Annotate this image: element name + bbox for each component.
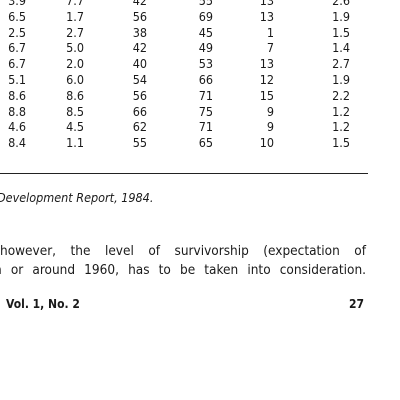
table-cell: 2.5: [8, 25, 26, 40]
table-cell: 2.2: [332, 88, 350, 103]
table-cell: 13: [260, 56, 274, 71]
table-cell: 53: [199, 56, 213, 71]
table-cell: 9: [267, 104, 274, 119]
table-cell: 8.4: [8, 135, 26, 150]
table-row: 6.5 1.7 56 69 13 1.9: [0, 9, 400, 24]
table-cell: 10: [260, 135, 274, 150]
table-cell: 42: [133, 0, 147, 8]
table-cell: 56: [133, 88, 147, 103]
table-row: 5.1 6.0 54 66 12 1.9: [0, 72, 400, 87]
table-cell: 6.7: [8, 40, 26, 55]
table-cell: 40: [133, 56, 147, 71]
table-row: 3.9 7.7 42 55 13 2.6: [0, 0, 400, 8]
table-cell: 1.5: [332, 25, 350, 40]
table-cell: 71: [199, 119, 213, 134]
table-cell: 6.0: [66, 72, 84, 87]
table-cell: 55: [199, 0, 213, 8]
table-row: 8.8 8.5 66 75 9 1.2: [0, 104, 400, 119]
table-cell: 2.6: [332, 0, 350, 8]
table-cell: 1.7: [66, 9, 84, 24]
table-row: 2.5 2.7 38 45 1 1.5: [0, 25, 400, 40]
table-cell: 65: [199, 135, 213, 150]
body-text-line: n or around 1960, has to be taken into c…: [0, 261, 366, 279]
table-cell: 66: [199, 72, 213, 87]
table-bottom-rule: [0, 173, 368, 174]
table-cell: 42: [133, 40, 147, 55]
table-cell: 54: [133, 72, 147, 87]
table-cell: 1.4: [332, 40, 350, 55]
table-cell: 8.6: [8, 88, 26, 103]
table-cell: 13: [260, 9, 274, 24]
table-cell: 15: [260, 88, 274, 103]
table-row: 8.6 8.6 56 71 15 2.2: [0, 88, 400, 103]
table-cell: 5.1: [8, 72, 26, 87]
table-cell: 9: [267, 119, 274, 134]
table-row: 4.6 4.5 62 71 9 1.2: [0, 119, 400, 134]
table-row: 6.7 2.0 40 53 13 2.7: [0, 56, 400, 71]
table-cell: 2.0: [66, 56, 84, 71]
table-cell: 1: [267, 25, 274, 40]
table-cell: 8.8: [8, 104, 26, 119]
table-cell: 75: [199, 104, 213, 119]
table-cell: 1.9: [332, 9, 350, 24]
table-cell: 45: [199, 25, 213, 40]
table-cell: 1.9: [332, 72, 350, 87]
table-cell: 6.5: [8, 9, 26, 24]
table-cell: 66: [133, 104, 147, 119]
table-cell: 5.0: [66, 40, 84, 55]
table-cell: 1.1: [66, 135, 84, 150]
journal-volume-issue: Vol. 1, No. 2: [6, 297, 80, 311]
table-cell: 4.6: [8, 119, 26, 134]
table-cell: 13: [260, 0, 274, 8]
table-cell: 7: [267, 40, 274, 55]
table-cell: 71: [199, 88, 213, 103]
table-cell: 8.5: [66, 104, 84, 119]
table-row: 6.7 5.0 42 49 7 1.4: [0, 40, 400, 55]
table-cell: 38: [133, 25, 147, 40]
table-cell: 12: [260, 72, 274, 87]
table-cell: 1.2: [332, 104, 350, 119]
body-text-line: however, the level of survivorship (expe…: [0, 242, 366, 260]
table-cell: 62: [133, 119, 147, 134]
table-cell: 56: [133, 9, 147, 24]
table-cell: 55: [133, 135, 147, 150]
table-cell: 7.7: [66, 0, 84, 8]
table-source-note: Development Report, 1984.: [0, 190, 153, 205]
table-row: 8.4 1.1 55 65 10 1.5: [0, 135, 400, 150]
table-cell: 4.5: [66, 119, 84, 134]
table-cell: 1.5: [332, 135, 350, 150]
table-cell: 6.7: [8, 56, 26, 71]
table-cell: 2.7: [332, 56, 350, 71]
page-number: 27: [349, 297, 364, 311]
table-cell: 69: [199, 9, 213, 24]
table-cell: 3.9: [8, 0, 26, 8]
table-cell: 8.6: [66, 88, 84, 103]
table-cell: 1.2: [332, 119, 350, 134]
table-cell: 49: [199, 40, 213, 55]
table-cell: 2.7: [66, 25, 84, 40]
